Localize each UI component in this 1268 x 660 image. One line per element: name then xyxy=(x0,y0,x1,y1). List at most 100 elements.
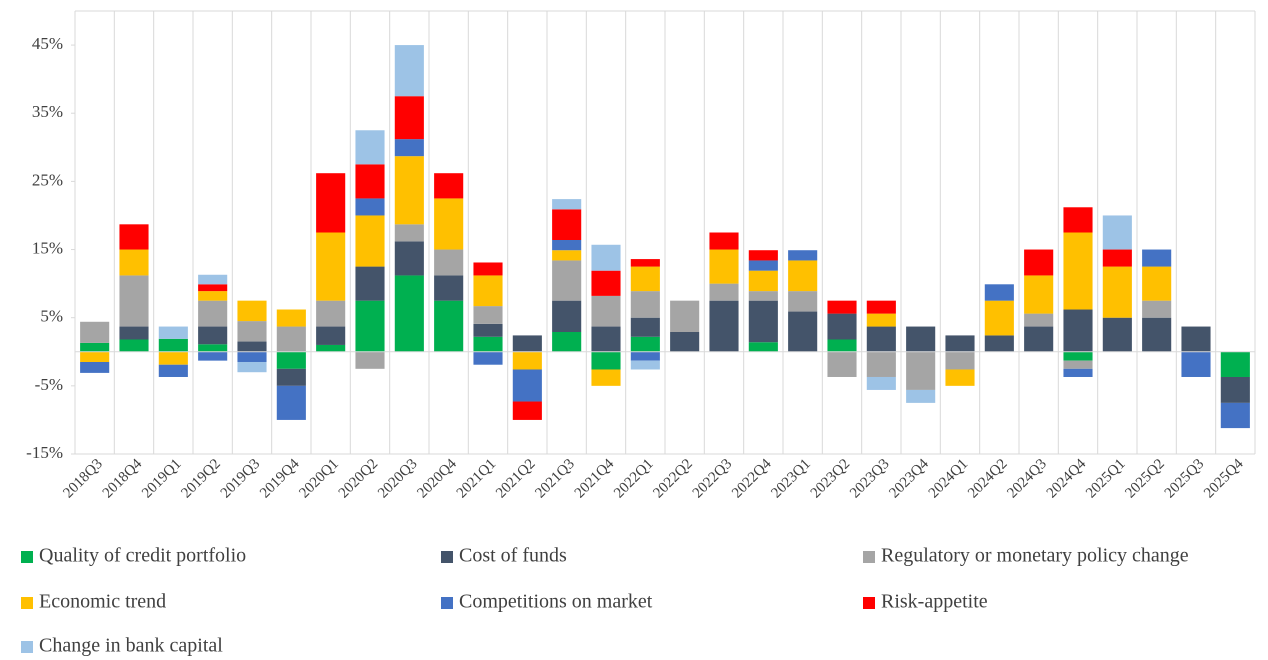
bar-segment xyxy=(748,270,778,292)
x-tick-label: 2024Q1 xyxy=(926,456,971,501)
bar-segment xyxy=(394,139,424,157)
bar-segment xyxy=(512,351,542,370)
bar-segment xyxy=(473,275,503,307)
bar-segment xyxy=(316,232,346,301)
x-tick-label: 2023Q1 xyxy=(768,456,813,501)
bar-segment xyxy=(1102,317,1132,352)
legend-swatch xyxy=(441,551,453,563)
bar-segment xyxy=(512,335,542,352)
bar-segment xyxy=(906,326,936,352)
bar-segment xyxy=(552,239,582,251)
bar-segment xyxy=(316,173,346,233)
x-tick-label: 2025Q2 xyxy=(1122,456,1167,501)
bar-segment xyxy=(945,369,975,386)
bar-segment xyxy=(827,351,857,377)
legend-swatch xyxy=(21,551,33,563)
bar-segment xyxy=(552,250,582,261)
bar-segment xyxy=(434,249,464,276)
bar-segment xyxy=(119,326,149,340)
bar-segment xyxy=(198,326,228,345)
x-tick-label: 2019Q4 xyxy=(257,456,303,502)
bar-segment xyxy=(827,300,857,314)
bar-segment xyxy=(591,270,621,296)
bar-segment xyxy=(709,283,739,301)
x-tick-label: 2024Q4 xyxy=(1044,456,1090,502)
bar-segment xyxy=(198,274,228,285)
x-tick-label: 2022Q4 xyxy=(729,456,775,502)
legend-swatch xyxy=(21,597,33,609)
bar-segment xyxy=(1142,249,1172,267)
bar-segment xyxy=(591,369,621,386)
bar-segment xyxy=(1220,376,1250,403)
legend-swatch xyxy=(863,551,875,563)
x-tick-label: 2018Q4 xyxy=(100,456,146,502)
bar-segment xyxy=(473,323,503,337)
x-tick-label: 2022Q1 xyxy=(611,456,656,501)
bar-segment xyxy=(866,351,896,377)
bar-segment xyxy=(788,260,818,292)
x-tick-label: 2020Q2 xyxy=(336,456,381,501)
y-tick-label: 35% xyxy=(32,102,63,121)
bar-segment xyxy=(630,360,660,370)
bar-segment xyxy=(748,342,778,352)
x-tick-label: 2025Q3 xyxy=(1162,456,1207,501)
x-tick-label: 2023Q4 xyxy=(886,456,932,502)
bar-segment xyxy=(119,249,149,276)
legend-label: Regulatory or monetary policy change xyxy=(881,545,1189,567)
legend-label: Competitions on market xyxy=(459,591,653,613)
bar-segment xyxy=(158,364,188,377)
bar-segment xyxy=(984,335,1014,352)
legend-label: Cost of funds xyxy=(459,545,567,567)
bar-segment xyxy=(788,291,818,312)
bar-segment xyxy=(1142,317,1172,352)
bar-segment xyxy=(158,351,188,365)
x-tick-label: 2023Q3 xyxy=(847,456,892,501)
bar-segment xyxy=(591,351,621,370)
bar-segment xyxy=(434,198,464,250)
bar-segment xyxy=(355,215,385,267)
bar-segment xyxy=(552,300,582,333)
bar-segment xyxy=(1102,266,1132,318)
bar-segment xyxy=(119,339,149,352)
bar-segment xyxy=(355,300,385,352)
bar-segment xyxy=(788,311,818,352)
bar-segment xyxy=(670,300,700,333)
y-tick-label: 5% xyxy=(40,307,63,326)
bar-segment xyxy=(394,224,424,242)
x-tick-label: 2020Q4 xyxy=(414,456,460,502)
bar-segment xyxy=(906,389,936,403)
bar-segment xyxy=(984,300,1014,336)
bar-segment xyxy=(394,45,424,97)
bar-segment xyxy=(1063,309,1093,352)
bar-segment xyxy=(355,266,385,301)
x-tick-label: 2019Q3 xyxy=(218,456,263,501)
bar-segment xyxy=(1102,249,1132,267)
bar-segment xyxy=(1024,326,1054,352)
bar-segment xyxy=(355,164,385,199)
y-tick-label: 15% xyxy=(32,238,63,257)
bar-segment xyxy=(316,326,346,345)
bar-segment xyxy=(434,275,464,301)
x-tick-label: 2025Q1 xyxy=(1083,456,1128,501)
bar-segment xyxy=(473,336,503,352)
bar-segment xyxy=(1063,232,1093,310)
bar-segment xyxy=(394,156,424,225)
bar-segment xyxy=(1181,351,1211,377)
bar-segment xyxy=(552,260,582,301)
bar-segment xyxy=(80,321,110,343)
bar-segment xyxy=(119,275,149,327)
bar-segment xyxy=(316,344,346,352)
x-tick-label: 2021Q2 xyxy=(493,456,538,501)
x-tick-label: 2025Q4 xyxy=(1201,456,1247,502)
legend-swatch xyxy=(21,641,33,653)
bar-segment xyxy=(709,232,739,250)
bar-segment xyxy=(158,338,188,352)
bar-segment xyxy=(1142,300,1172,318)
bar-segment xyxy=(434,173,464,199)
x-tick-label: 2021Q1 xyxy=(454,456,499,501)
bar-segment xyxy=(198,284,228,292)
bar-segment xyxy=(1063,207,1093,233)
bar-segment xyxy=(748,260,778,271)
legend-swatch xyxy=(863,597,875,609)
